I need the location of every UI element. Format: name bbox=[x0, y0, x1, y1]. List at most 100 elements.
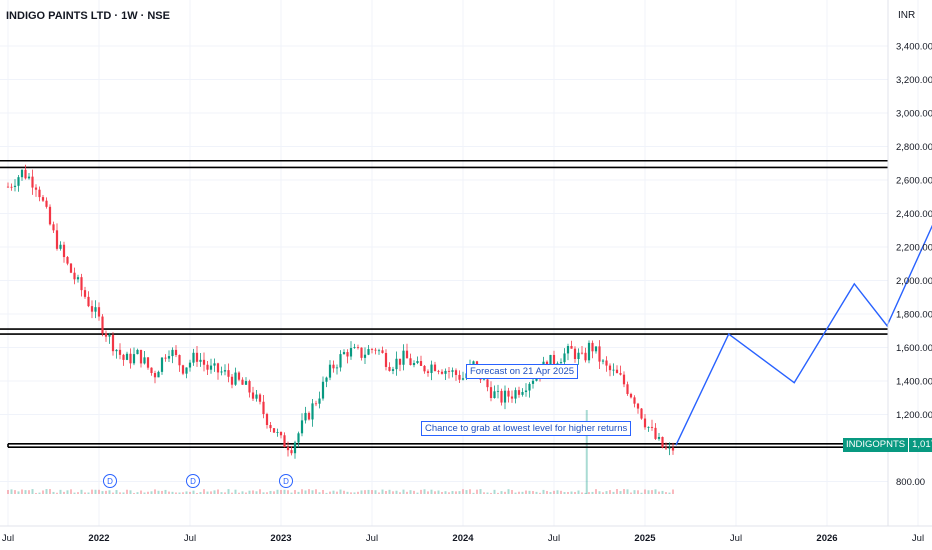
volume-bar bbox=[462, 489, 464, 494]
volume-bar bbox=[444, 491, 447, 494]
volume-bar bbox=[654, 489, 657, 494]
candle-body bbox=[255, 394, 258, 399]
candle-body bbox=[398, 358, 402, 365]
x-tick-label: Jul bbox=[912, 533, 924, 544]
volume-bar bbox=[262, 492, 265, 494]
volume-bar bbox=[248, 490, 251, 494]
volume-bar bbox=[437, 490, 440, 494]
volume-bar bbox=[651, 490, 653, 494]
candle-body bbox=[6, 186, 10, 188]
volume-bar bbox=[168, 491, 170, 494]
candle-body bbox=[507, 390, 510, 397]
volume-bar bbox=[665, 492, 667, 494]
candle-body bbox=[17, 177, 20, 186]
candle-body bbox=[227, 370, 230, 377]
volume-bar bbox=[322, 489, 324, 494]
candle-body bbox=[500, 390, 503, 403]
candle-body bbox=[514, 390, 517, 399]
candle-body bbox=[293, 442, 297, 454]
candle-body bbox=[258, 394, 262, 402]
y-tick-label: 1,600.00 bbox=[896, 343, 932, 354]
candle-body bbox=[402, 350, 405, 365]
volume-bar bbox=[259, 489, 261, 494]
volume-bar bbox=[224, 492, 226, 494]
candle-body bbox=[62, 244, 66, 258]
chance-note[interactable]: Chance to grab at lowest level for highe… bbox=[421, 421, 632, 436]
candle-body bbox=[447, 370, 451, 372]
dividend-marker-circle bbox=[279, 474, 293, 488]
volume-bar bbox=[283, 489, 286, 494]
forecast-path[interactable] bbox=[675, 165, 932, 446]
volume-bar bbox=[658, 491, 660, 494]
volume-bar bbox=[623, 489, 625, 494]
volume-bar bbox=[385, 490, 387, 494]
candle-body bbox=[433, 364, 437, 371]
candle-body bbox=[31, 176, 34, 188]
time-axis[interactable]: Jul2022Jul2023Jul2024Jul2025Jul2026Jul20… bbox=[2, 533, 932, 544]
volume-bar bbox=[52, 491, 55, 494]
x-tick-label: 2023 bbox=[270, 533, 291, 544]
candle-body bbox=[454, 370, 458, 375]
candle-body bbox=[409, 358, 412, 366]
candle-body bbox=[577, 352, 580, 360]
candle-body bbox=[237, 372, 241, 380]
volume-bar bbox=[147, 491, 149, 494]
candle-body bbox=[598, 346, 601, 362]
volume-bar bbox=[633, 490, 636, 494]
volume-bar bbox=[556, 490, 559, 494]
volume-bar bbox=[591, 491, 594, 494]
candle-body bbox=[83, 290, 87, 297]
candle-body bbox=[206, 364, 209, 370]
volume-bar bbox=[175, 492, 177, 494]
candle-body bbox=[73, 272, 76, 280]
currency-label[interactable]: INR bbox=[898, 10, 916, 21]
candle-body bbox=[38, 189, 41, 198]
candle-body bbox=[437, 370, 440, 372]
candle-body bbox=[171, 349, 174, 357]
candle-body bbox=[423, 365, 426, 372]
candle-body bbox=[566, 346, 570, 354]
volume-bar bbox=[311, 490, 314, 494]
candle-body bbox=[552, 354, 556, 365]
volume-bar bbox=[136, 492, 139, 494]
x-tick-label: Jul bbox=[548, 533, 560, 544]
volume-bar bbox=[157, 490, 160, 494]
volume-bar bbox=[535, 491, 538, 494]
volume-bar bbox=[364, 490, 366, 494]
candle-body bbox=[248, 381, 251, 393]
volume-bar bbox=[514, 492, 517, 494]
volume-bar bbox=[427, 491, 429, 494]
forecast-note[interactable]: Forecast on 21 Apr 2025 bbox=[466, 364, 579, 379]
candle-body bbox=[381, 350, 384, 353]
candle-body bbox=[111, 334, 115, 352]
candle-body bbox=[524, 390, 528, 393]
volume-bar bbox=[647, 490, 650, 494]
candle-body bbox=[69, 263, 73, 273]
candle-body bbox=[122, 354, 125, 360]
volume-bar bbox=[91, 489, 93, 494]
x-tick-label: 2022 bbox=[88, 533, 109, 544]
dividend-marker-circle bbox=[103, 474, 117, 488]
volume-bar bbox=[350, 492, 352, 494]
price-axis[interactable]: 800.00 1,200.00 1,400.00 1,600.00 1,800.00 2,… bbox=[896, 42, 932, 489]
y-tick-label: 2,600.00 bbox=[896, 176, 932, 187]
volume-bar bbox=[644, 489, 646, 494]
candle-body bbox=[580, 352, 584, 354]
volume-bar bbox=[31, 489, 34, 494]
volume-bar bbox=[570, 491, 573, 494]
candle-body bbox=[391, 369, 395, 371]
volume-bar bbox=[532, 491, 534, 494]
volume-bar bbox=[500, 491, 503, 494]
price-series bbox=[6, 164, 675, 459]
candle-body bbox=[384, 352, 388, 367]
horizontal-levels[interactable] bbox=[0, 159, 888, 448]
candle-body bbox=[573, 348, 577, 360]
volume-bar bbox=[150, 491, 153, 494]
volume-bar bbox=[119, 492, 121, 494]
candle-body bbox=[41, 197, 45, 201]
candle-body bbox=[521, 392, 524, 395]
volume-bar bbox=[381, 489, 384, 494]
candle-body bbox=[209, 365, 213, 370]
